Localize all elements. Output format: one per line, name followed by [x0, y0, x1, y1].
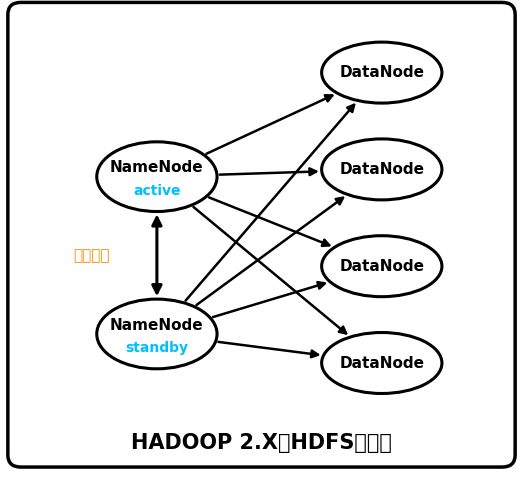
Ellipse shape [97, 299, 217, 369]
Ellipse shape [322, 139, 442, 200]
Text: standby: standby [126, 342, 188, 355]
Text: DataNode: DataNode [339, 259, 424, 273]
Ellipse shape [97, 142, 217, 212]
Text: DataNode: DataNode [339, 65, 424, 80]
Text: NameNode: NameNode [110, 318, 204, 333]
Text: NameNode: NameNode [110, 161, 204, 175]
Text: HADOOP 2.X的HDFS结构图: HADOOP 2.X的HDFS结构图 [131, 433, 392, 453]
Text: DataNode: DataNode [339, 356, 424, 370]
Text: DataNode: DataNode [339, 162, 424, 177]
FancyBboxPatch shape [8, 2, 515, 467]
Ellipse shape [322, 42, 442, 103]
Text: active: active [133, 184, 180, 198]
Ellipse shape [322, 236, 442, 297]
Text: 共享数据: 共享数据 [73, 248, 110, 263]
Ellipse shape [322, 333, 442, 393]
